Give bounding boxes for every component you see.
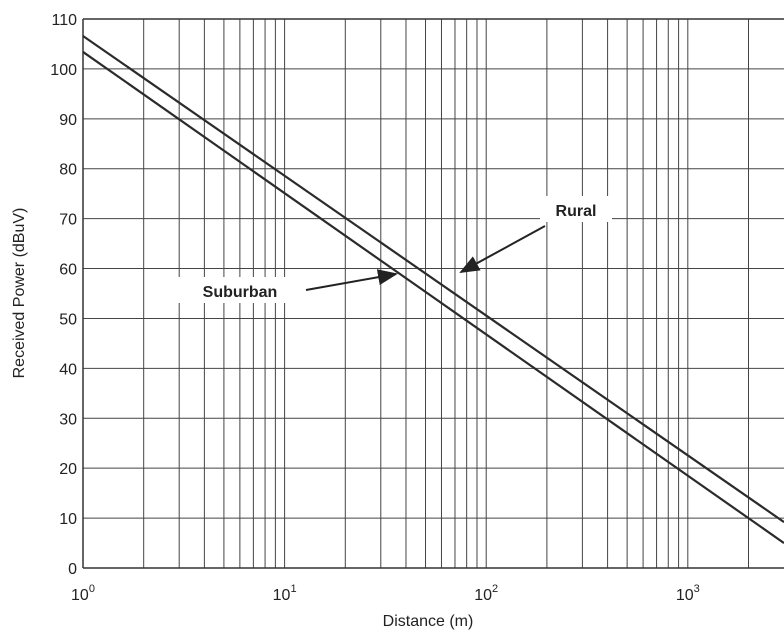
annotation-bg: [176, 277, 304, 303]
annotation-arrow: [459, 225, 546, 273]
x-tick-base: 10: [71, 587, 89, 604]
data-line: [82, 35, 784, 523]
x-tick-label: 100: [71, 583, 95, 604]
y-tick-label: 20: [59, 461, 77, 478]
annotation-bg: [540, 196, 612, 222]
x-tick-exponent: 3: [694, 583, 700, 595]
data-line: [82, 51, 784, 544]
annotation: Rural: [556, 203, 597, 220]
x-tick-exponent: 0: [89, 583, 95, 595]
y-tick-label: 10: [59, 511, 77, 528]
y-axis-label: Received Power (dBuV): [11, 208, 28, 379]
x-tick-base: 10: [676, 587, 694, 604]
y-tick-label: 70: [59, 212, 77, 229]
annotation: Suburban: [203, 284, 278, 301]
y-tick-label: 80: [59, 162, 77, 179]
x-tick-label: 102: [474, 583, 498, 604]
y-tick-label: 0: [68, 561, 77, 578]
y-tick-label: 100: [50, 62, 77, 79]
y-tick-label: 110: [51, 12, 77, 29]
x-tick-exponent: 1: [290, 583, 296, 595]
x-tick-base: 10: [474, 587, 492, 604]
annotation-arrow: [305, 269, 398, 291]
y-tick-label: 40: [59, 361, 77, 378]
x-tick-base: 10: [273, 587, 291, 604]
x-axis-label: Distance (m): [383, 613, 474, 630]
x-tick-exponent: 2: [492, 583, 498, 595]
x-tick-label: 103: [676, 583, 700, 604]
y-tick-label: 50: [59, 311, 77, 328]
y-tick-label: 90: [59, 112, 77, 129]
y-tick-label: 60: [59, 262, 77, 279]
y-tick-label: 30: [59, 411, 77, 428]
x-tick-label: 101: [273, 583, 297, 604]
